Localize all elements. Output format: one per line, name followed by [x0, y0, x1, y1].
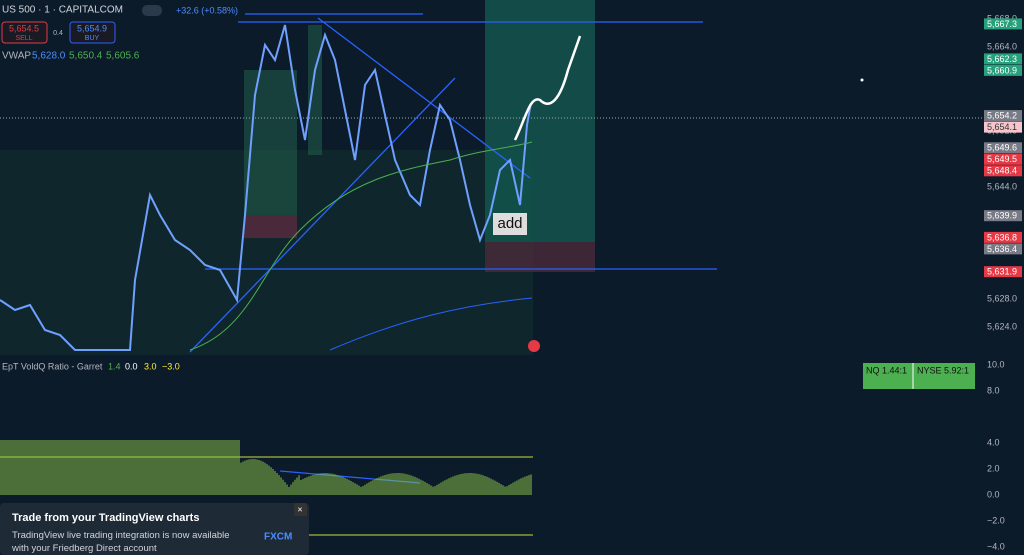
long-box: [485, 0, 595, 242]
close-icon[interactable]: ×: [297, 504, 302, 514]
indicator-value: −3.0: [162, 361, 180, 371]
price-tag: [984, 231, 1022, 243]
y-tick-label: 8.0: [987, 385, 1000, 395]
y-tick-label: 5,664.0: [987, 41, 1017, 51]
vwap-value: 5,628.0: [32, 51, 66, 62]
symbol: US 500 · 1 · CAPITALCOM: [2, 5, 123, 16]
ratio-box: [863, 363, 975, 389]
price-tag: [984, 266, 1022, 278]
indicator-value: 1.4: [108, 361, 121, 371]
price-tag-label: 5,654.1: [987, 122, 1017, 132]
alert-icon[interactable]: [528, 340, 540, 352]
price-tag-label: 5,636.4: [987, 244, 1017, 254]
indicator-name: EpT VoldQ Ratio - Garret: [2, 361, 103, 371]
histogram: [0, 440, 532, 495]
price-tag-label: 5,639.9: [987, 211, 1017, 221]
y-tick-label: −2.0: [987, 515, 1005, 525]
status: [142, 5, 162, 16]
price-tag: [984, 210, 1022, 222]
dot: [860, 78, 864, 82]
price-path: [0, 24, 532, 351]
sell-button[interactable]: [1, 21, 48, 44]
brand: FXCM: [264, 532, 292, 543]
price-tag: [984, 142, 1022, 154]
box: [308, 25, 322, 155]
popup: [0, 503, 309, 555]
sell-label: SELL: [15, 35, 32, 42]
close-button[interactable]: [294, 503, 307, 516]
change: +32.6 (+0.58%): [176, 5, 238, 15]
y-tick-label: 0.0: [987, 489, 1000, 499]
price-tag: [984, 110, 1022, 122]
y-tick-label: 4.0: [987, 437, 1000, 447]
price-tag: [984, 153, 1022, 165]
price-tag-label: 5,648.4: [987, 166, 1017, 176]
vwap-value: 5,650.4: [69, 51, 103, 62]
price-tag: [984, 243, 1022, 255]
buy-label: BUY: [85, 35, 100, 42]
price-tag-label: 5,660.9: [987, 65, 1017, 75]
price-tag: [984, 121, 1022, 133]
buy-price: 5,654.9: [77, 23, 107, 33]
buy-button[interactable]: [69, 21, 116, 44]
y-tick-label: 5,668.0: [987, 13, 1017, 23]
ratio: NQ 1.44:1: [866, 365, 907, 375]
vwap-name: VWAP: [2, 51, 31, 62]
popup-body: TradingView live trading integration is …: [12, 530, 230, 554]
ratio: NYSE 5.92:1: [917, 365, 969, 375]
price-tag-label: 5,649.5: [987, 154, 1017, 164]
box: [244, 215, 297, 238]
popup-title: Trade from your TradingView charts: [12, 512, 199, 524]
y-tick-label: 5,644.0: [987, 181, 1017, 191]
box: [244, 70, 297, 215]
y-tick-label: 5,628.0: [987, 293, 1017, 303]
vwap-value: 5,605.6: [106, 51, 140, 62]
spread: 0.4: [53, 30, 63, 37]
indicator-value: 3.0: [144, 361, 157, 371]
indicator-value: 0.0: [125, 361, 138, 371]
price-tag: [984, 64, 1022, 76]
price-tag: [984, 18, 1022, 30]
drawings: [189, 13, 717, 484]
price-tag-label: 5,636.8: [987, 232, 1017, 242]
sell-price: 5,654.5: [9, 23, 39, 33]
price-tag-label: 5,667.3: [987, 19, 1017, 29]
price-tag-label: 5,654.2: [987, 110, 1017, 120]
y-tick-label: 10.0: [987, 359, 1005, 369]
price-tag-label: 5,631.9: [987, 267, 1017, 277]
y-tick-label: 5,624.0: [987, 321, 1017, 331]
y-tick-label: −4.0: [987, 541, 1005, 551]
note-box: [493, 213, 527, 235]
price-tag: [984, 165, 1022, 177]
projection: [513, 35, 582, 141]
y-tick-label: 2.0: [987, 463, 1000, 473]
price-tag: [984, 53, 1022, 65]
stop-box: [485, 242, 595, 272]
price-tag-label: 5,649.6: [987, 143, 1017, 153]
popup-body-wrap: TradingView live trading integration is …: [12, 530, 230, 554]
vwap-line: [189, 141, 533, 351]
annotation: add: [497, 215, 522, 232]
band-line: [329, 297, 533, 351]
price-tag-label: 5,662.3: [987, 54, 1017, 64]
